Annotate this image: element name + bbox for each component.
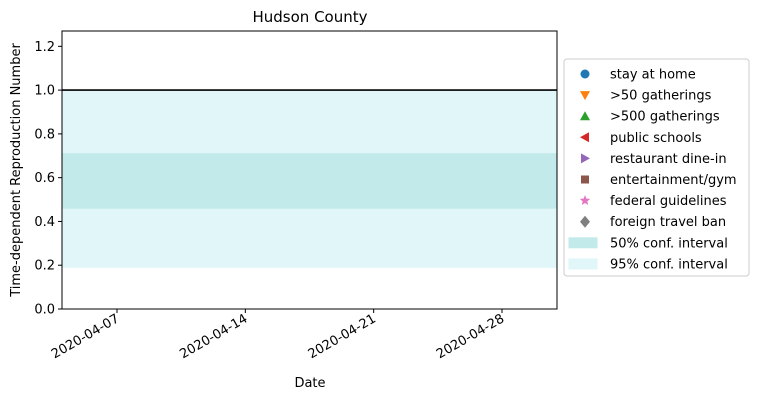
y-tick-label: 0.2	[34, 259, 55, 274]
legend-frame	[563, 58, 750, 277]
y-axis-label: Time-dependent Reproduction Number	[9, 43, 24, 298]
legend-label: 50% conf. interval	[610, 236, 728, 251]
y-tick-label: 0.0	[34, 303, 55, 318]
x-tick-label: 2020-04-07	[49, 311, 122, 362]
legend-marker-triangle-down	[580, 91, 590, 101]
chart-title: Hudson County	[253, 8, 368, 26]
legend-marker-triangle-right	[581, 153, 590, 164]
legend-label: entertainment/gym	[610, 173, 737, 188]
x-tick-label: 2020-04-14	[177, 311, 250, 362]
legend-label: federal guidelines	[610, 194, 727, 209]
legend-marker-diamond	[580, 215, 590, 228]
legend-item-95-conf-interval: 95% conf. interval	[568, 257, 728, 272]
y-tick-label: 0.4	[34, 215, 55, 230]
legend-marker-square	[581, 175, 589, 184]
x-tick-label: 2020-04-21	[306, 311, 379, 362]
legend-item-public-schools: public schools	[580, 131, 702, 146]
y-axis-ticks: 0.0 0.2 0.4 0.6 0.8 1.0 1.2	[34, 40, 62, 318]
legend-item-entertainment-gym: entertainment/gym	[581, 173, 737, 188]
legend-label: >500 gatherings	[610, 110, 720, 125]
legend-label: foreign travel ban	[610, 215, 726, 230]
x-tick-label: 2020-04-28	[434, 311, 507, 362]
legend-item-federal-guidelines: federal guidelines	[579, 194, 727, 209]
legend-item-50-gatherings: >50 gatherings	[580, 89, 712, 104]
interval-bands	[62, 89, 557, 268]
x-axis-ticks: 2020-04-07 2020-04-14 2020-04-21 2020-04-28	[49, 309, 507, 362]
y-tick-label: 0.6	[34, 171, 55, 186]
y-tick-label: 1.2	[34, 40, 55, 55]
legend-label: 95% conf. interval	[610, 257, 728, 272]
legend: stay at home >50 gatherings >500 gathering…	[563, 58, 750, 277]
y-tick-label: 0.8	[34, 127, 55, 142]
legend-marker-star	[579, 195, 591, 206]
legend-marker-patch	[568, 258, 598, 270]
legend-label: public schools	[610, 131, 702, 146]
legend-label: restaurant dine-in	[610, 152, 727, 167]
legend-marker-triangle-left	[580, 132, 589, 143]
plot-frame	[61, 30, 558, 310]
x-axis-label: Date	[294, 376, 325, 391]
legend-item-foreign-travel-ban: foreign travel ban	[580, 215, 726, 230]
band-50	[62, 153, 557, 209]
legend-item-50-conf-interval: 50% conf. interval	[568, 236, 728, 251]
legend-label: stay at home	[610, 68, 696, 83]
y-tick-label: 1.0	[34, 84, 55, 99]
legend-marker-triangle-up	[580, 111, 590, 121]
legend-label: >50 gatherings	[610, 89, 712, 104]
legend-item-restaurant-dine-in: restaurant dine-in	[581, 152, 727, 167]
legend-marker-patch	[568, 237, 598, 249]
legend-item-500-gatherings: >500 gatherings	[580, 110, 720, 125]
legend-item-stay-at-home: stay at home	[580, 68, 696, 83]
legend-marker-circle	[580, 69, 590, 79]
